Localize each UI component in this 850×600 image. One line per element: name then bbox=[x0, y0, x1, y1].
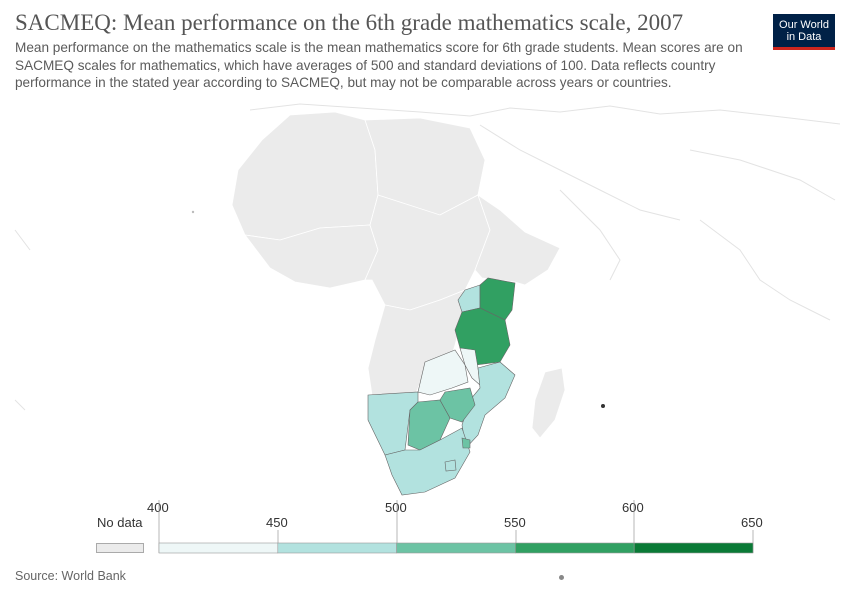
region-lesotho[interactable] bbox=[444, 459, 457, 472]
legend-tick-550: 550 bbox=[504, 515, 526, 530]
legend-bin-500-550[interactable] bbox=[396, 542, 516, 554]
logo-line-2: in Data bbox=[786, 31, 822, 43]
region-zambia[interactable] bbox=[417, 349, 469, 396]
legend-tick-650: 650 bbox=[741, 515, 763, 530]
legend-no-data-swatch[interactable] bbox=[96, 543, 144, 553]
source-note[interactable]: Source: World Bank bbox=[15, 569, 126, 583]
horn-of-africa[interactable] bbox=[474, 193, 561, 286]
legend-tick-600: 600 bbox=[622, 500, 644, 515]
region-mozambique[interactable] bbox=[461, 361, 516, 449]
island-marker-2 bbox=[191, 210, 195, 214]
no-data-countries bbox=[231, 111, 566, 439]
legend-bin-400-450[interactable] bbox=[158, 542, 279, 554]
region-namibia[interactable] bbox=[367, 391, 419, 456]
region-zimbabwe[interactable] bbox=[439, 387, 476, 423]
island-marker bbox=[601, 404, 605, 408]
legend-bin-450-500[interactable] bbox=[277, 542, 397, 554]
madagascar[interactable] bbox=[531, 367, 566, 439]
logo-line-1: Our World bbox=[779, 19, 829, 31]
owid-logo[interactable]: Our World in Data bbox=[773, 14, 835, 50]
region-swaziland[interactable] bbox=[461, 437, 471, 449]
region-south-africa[interactable] bbox=[384, 427, 471, 496]
timeline-dot[interactable] bbox=[559, 575, 564, 580]
legend-tick-450: 450 bbox=[266, 515, 288, 530]
legend-tick-400: 400 bbox=[147, 500, 169, 515]
legend-bin-600-650[interactable] bbox=[633, 542, 754, 554]
legend-tick-500: 500 bbox=[385, 500, 407, 515]
chart-subtitle: Mean performance on the mathematics scal… bbox=[15, 40, 743, 91]
legend-bin-550-600[interactable] bbox=[515, 542, 635, 554]
legend-no-data-label: No data bbox=[97, 515, 143, 530]
chart-title: SACMEQ: Mean performance on the 6th grad… bbox=[15, 10, 684, 35]
